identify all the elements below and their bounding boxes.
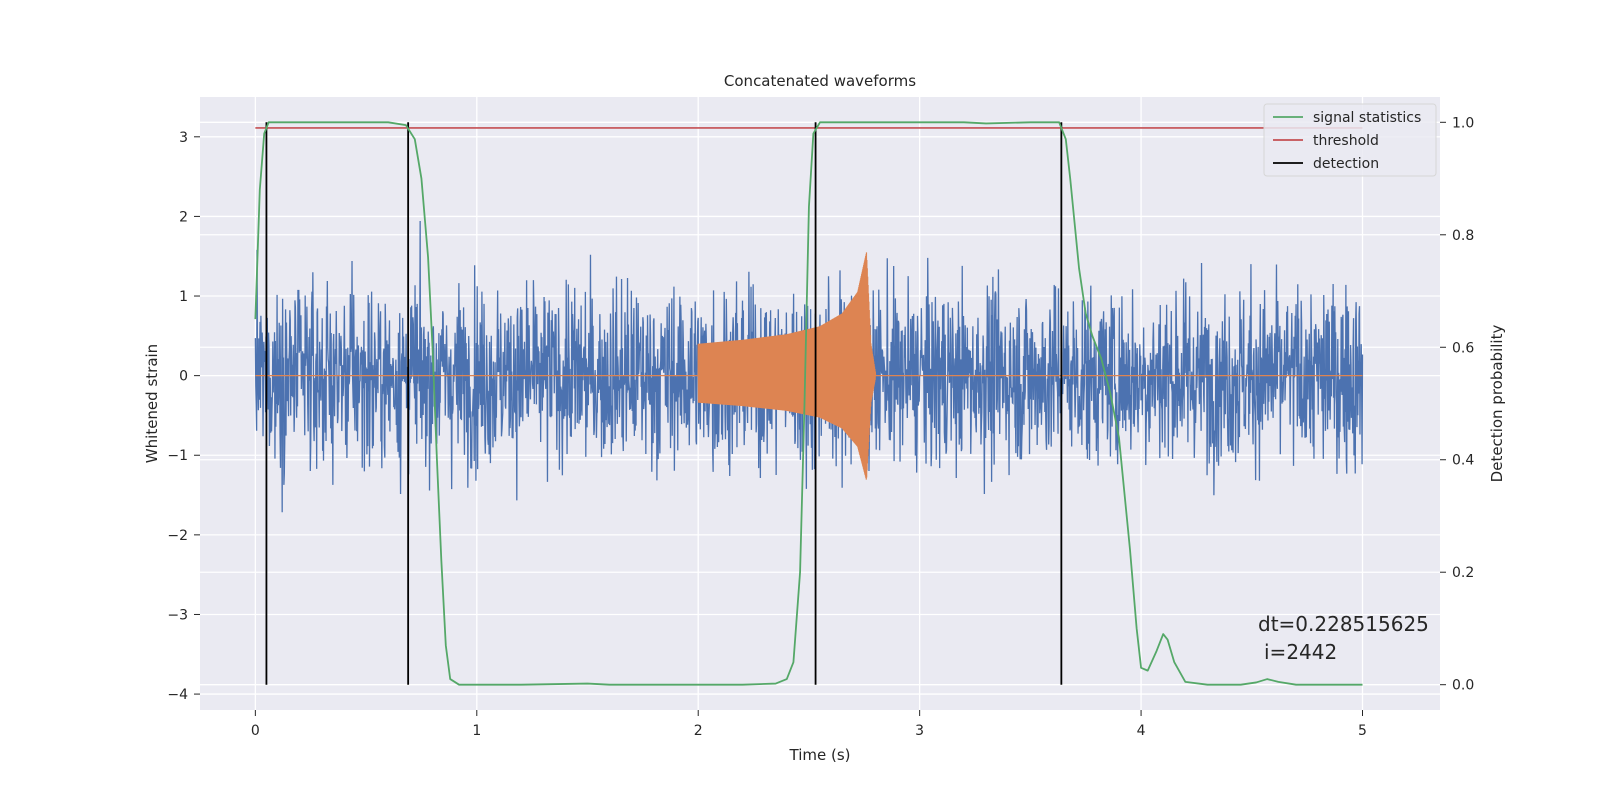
x-axis-label: Time (s) xyxy=(789,746,851,764)
legend: signal statistics threshold detection xyxy=(1263,103,1437,177)
x-tick-label: 4 xyxy=(1137,723,1146,739)
left-y-axis: −4 −3 −2 −1 0 1 2 3 xyxy=(167,130,200,703)
plot-marks xyxy=(254,121,1364,686)
y-tick-label: 1 xyxy=(179,289,188,305)
legend-box xyxy=(1263,103,1437,177)
right-tick-label: 0.6 xyxy=(1452,340,1474,356)
x-tick-label: 3 xyxy=(915,723,924,739)
x-tick-label: 5 xyxy=(1358,723,1367,739)
right-tick-label: 1.0 xyxy=(1452,115,1474,131)
x-tick-label: 1 xyxy=(472,723,481,739)
right-y-axis: 0.0 0.2 0.4 0.6 0.8 1.0 xyxy=(1440,115,1474,694)
grid xyxy=(200,97,1440,710)
signal-statistics-line xyxy=(254,121,1363,686)
chart-title: Concatenated waveforms xyxy=(724,72,916,90)
y-tick-label: −4 xyxy=(167,687,188,703)
annotation-index: i=2442 xyxy=(1264,640,1337,664)
injected-signal-series xyxy=(255,252,1363,480)
y-axis-label-right: Detection probability xyxy=(1488,325,1506,483)
y-tick-label: 2 xyxy=(179,209,188,225)
right-tick-label: 0.8 xyxy=(1452,228,1474,244)
y-tick-label: −2 xyxy=(167,528,188,544)
legend-label-threshold: threshold xyxy=(1313,133,1379,149)
right-tick-label: 0.4 xyxy=(1452,453,1474,469)
y-tick-label: 3 xyxy=(179,130,188,146)
legend-label-detection: detection xyxy=(1313,156,1379,172)
y-tick-label: −3 xyxy=(167,607,188,623)
annotation-dt: dt=0.228515625 xyxy=(1258,612,1429,636)
y-tick-label: 0 xyxy=(179,369,188,385)
x-tick-label: 2 xyxy=(694,723,703,739)
x-tick-label: 0 xyxy=(251,723,260,739)
y-tick-label: −1 xyxy=(167,448,188,464)
x-axis: 0 1 2 3 4 5 xyxy=(251,710,1367,739)
legend-label-signal-statistics: signal statistics xyxy=(1313,110,1421,126)
y-axis-label: Whitened strain xyxy=(143,344,161,463)
right-tick-label: 0.0 xyxy=(1452,678,1474,694)
right-tick-label: 0.2 xyxy=(1452,565,1474,581)
